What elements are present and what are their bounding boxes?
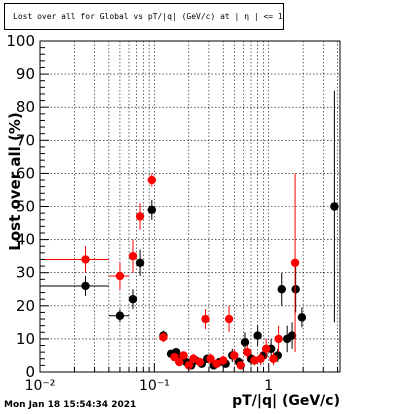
y-tick-label: 30 <box>16 264 35 282</box>
series-black <box>40 90 339 370</box>
y-tick-label: 70 <box>16 131 35 149</box>
y-tick-label: 100 <box>6 32 35 50</box>
data-point <box>128 294 138 304</box>
data-point <box>240 338 250 347</box>
y-tick-label: 50 <box>16 198 35 216</box>
data-point <box>224 314 234 324</box>
chart-title: Lost over all for Global vs pT/|q| (GeV/… <box>4 3 284 30</box>
data-point <box>291 285 300 294</box>
data-point <box>128 251 138 261</box>
data-point <box>179 351 188 360</box>
data-point <box>159 333 168 342</box>
data-point <box>277 285 286 294</box>
x-tick-label: 1 <box>264 378 273 394</box>
data-point <box>256 354 265 363</box>
data-point <box>81 255 90 264</box>
data-point <box>297 313 307 322</box>
x-tick-label: 10⁻² <box>25 378 56 394</box>
data-point <box>219 356 228 365</box>
data-point <box>330 202 339 211</box>
x-tick-label: 10⁻¹ <box>139 378 170 394</box>
data-point <box>189 354 198 363</box>
chart-series <box>40 90 339 370</box>
data-point <box>269 354 278 363</box>
x-axis-label: pT/|q| (GeV/c) <box>232 393 340 409</box>
data-point <box>261 344 271 354</box>
data-point <box>135 258 145 267</box>
data-point <box>206 354 215 363</box>
y-tick-label: 0 <box>25 363 35 381</box>
y-tick-label: 40 <box>16 231 35 249</box>
data-point <box>115 311 125 320</box>
data-point <box>274 334 283 344</box>
y-tick-label: 60 <box>16 164 35 182</box>
data-point <box>212 359 221 368</box>
y-tick-labels: 0 10 20 30 40 50 60 70 80 90 100 <box>6 32 35 381</box>
timestamp: Mon Jan 18 15:54:34 2021 <box>4 400 137 410</box>
data-point <box>195 357 205 367</box>
y-tick-label: 10 <box>16 330 35 348</box>
data-point <box>253 331 262 340</box>
chart-grid <box>40 41 340 372</box>
y-tick-label: 80 <box>16 98 35 116</box>
data-point <box>290 258 300 267</box>
y-tick-label: 20 <box>16 297 35 315</box>
data-point <box>287 331 297 340</box>
data-point <box>230 351 239 360</box>
data-point <box>201 314 210 324</box>
data-point <box>147 175 157 185</box>
data-point <box>115 271 125 281</box>
y-axis-label: Lost over all (%) <box>6 112 24 250</box>
data-point <box>243 347 252 357</box>
data-point <box>184 361 193 370</box>
x-tick-labels: 10⁻² 10⁻¹ 1 <box>25 378 274 394</box>
data-point <box>147 205 157 215</box>
data-point <box>135 212 145 221</box>
y-tick-label: 90 <box>16 65 35 83</box>
series-red <box>40 173 300 370</box>
data-point <box>81 281 90 291</box>
data-point <box>175 357 184 367</box>
axis-ticks <box>39 40 339 373</box>
